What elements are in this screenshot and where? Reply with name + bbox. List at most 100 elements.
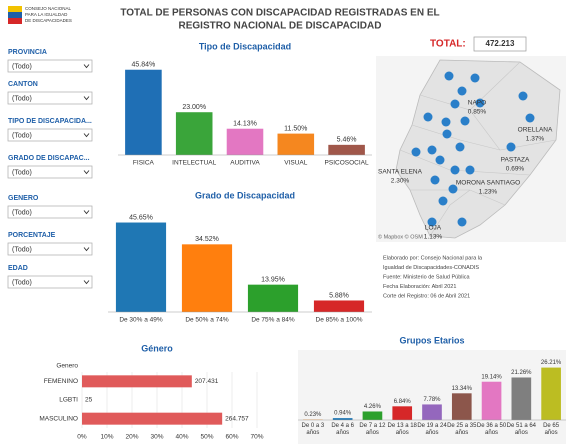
x-tick-label: De 75% a 84% <box>251 317 295 324</box>
map-label-value: 1.23% <box>479 189 498 196</box>
data-label: 6.84% <box>394 399 412 405</box>
x-tick-label: 30% <box>150 434 163 441</box>
x-tick-label: De 7 a 12 años <box>359 423 386 436</box>
bar <box>125 69 162 155</box>
bar <box>82 375 192 388</box>
x-tick-label: De 50% a 74% <box>185 317 229 324</box>
map-country <box>395 59 561 239</box>
map-label-value: 2.30% <box>391 178 410 185</box>
data-label: 207.431 <box>195 378 219 385</box>
filter-value: (Todo) <box>12 169 32 176</box>
x-tick-label: De 30% a 49% <box>119 317 163 324</box>
data-label: 45.65% <box>129 214 153 221</box>
filter-label: PROVINCIA <box>8 49 47 56</box>
data-label: 45.84% <box>132 62 156 69</box>
filter-value: (Todo) <box>12 279 32 286</box>
filter-dropdown[interactable] <box>7 91 93 105</box>
map-label-value: 0.69% <box>506 166 525 173</box>
filter-dropdown[interactable] <box>7 59 93 73</box>
bar <box>226 128 264 155</box>
bar <box>451 393 472 420</box>
note-line: Igualdad de Discapacidades-CONADIS <box>383 265 479 271</box>
map-label-value: 1.37% <box>526 136 545 143</box>
category-header: Genero <box>56 363 78 370</box>
logo <box>8 12 22 18</box>
bar <box>115 222 167 312</box>
map-label: PASTAZA <box>501 157 530 164</box>
data-label: 26.21% <box>541 360 562 366</box>
bar <box>175 112 213 155</box>
dropdown-arrow <box>83 170 90 175</box>
x-tick-label: AUDITIVA <box>230 160 260 167</box>
map-attribution: © Mapbox © OSM <box>378 233 423 240</box>
bar <box>481 381 502 420</box>
map-label: ORELLANA <box>518 127 553 134</box>
chart-title: Tipo de Discapacidad <box>199 41 291 51</box>
data-label: 7.78% <box>423 397 441 403</box>
data-label: 0.23% <box>304 412 322 418</box>
filter-dropdown[interactable] <box>7 205 93 219</box>
filter-dropdown[interactable] <box>7 275 93 289</box>
total-label: TOTAL: <box>430 39 466 50</box>
bar <box>332 418 353 420</box>
filter-label: GRADO DE DISCAPAC... <box>8 155 90 162</box>
x-tick-label: 40% <box>175 434 188 441</box>
x-tick-label: FISICA <box>133 160 155 167</box>
bar <box>313 300 365 312</box>
filter-value: (Todo) <box>12 209 32 216</box>
data-label: 14.13% <box>233 121 257 128</box>
x-tick-label: 60% <box>225 434 238 441</box>
filter-label: EDAD <box>8 265 28 272</box>
x-tick-label: 20% <box>125 434 138 441</box>
y-tick-label: MASCULINO <box>39 415 78 422</box>
x-tick-label: 0% <box>77 434 87 441</box>
logo-text: DE DISCAPACIDADES <box>25 18 72 23</box>
filter-dropdown[interactable] <box>7 165 93 179</box>
bar <box>328 144 365 155</box>
filter-value: (Todo) <box>12 95 32 102</box>
data-label: 5.88% <box>329 292 349 299</box>
page-title: TOTAL DE PERSONAS CON DISCAPACIDAD REGIS… <box>120 8 439 19</box>
x-tick-label: De 85% a 100% <box>316 317 363 324</box>
map-label-value: 1.13% <box>424 234 443 241</box>
filter-label: GENERO <box>8 195 39 202</box>
logo-text: CONSEJO NACIONAL <box>25 6 72 11</box>
note-line: Elaborado por: Consejo Nacional para la <box>383 255 483 261</box>
filter-label: TIPO DE DISCAPACIDA... <box>8 118 92 125</box>
dropdown-arrow <box>83 280 90 285</box>
note-line: Fecha Elaboración: Abril 2021 <box>383 284 456 290</box>
data-label: 0.94% <box>334 411 352 417</box>
dropdown-arrow <box>83 64 90 69</box>
total-value: 472.213 <box>486 39 515 48</box>
data-label: 13.95% <box>261 277 285 284</box>
data-label: 11.50% <box>284 125 307 132</box>
x-tick-label: De 0 a 3 años <box>301 423 325 436</box>
dropdown-arrow <box>83 96 90 101</box>
x-tick-label: De 36 a 50 años <box>476 423 507 436</box>
x-tick-label: 50% <box>200 434 213 441</box>
bar <box>181 244 233 312</box>
map-label: SANTA ELENA <box>378 169 423 176</box>
bar <box>392 406 413 420</box>
bar <box>277 133 315 155</box>
filter-dropdown[interactable] <box>7 128 93 142</box>
map-label: NAPO <box>468 100 486 107</box>
map-label-value: 0.85% <box>468 109 487 116</box>
data-label: 19.14% <box>481 374 502 380</box>
chart-title: Grado de Discapacidad <box>195 190 295 200</box>
data-label: 4.26% <box>364 404 382 410</box>
filter-value: (Todo) <box>12 63 32 70</box>
y-tick-label: FEMENINO <box>44 378 78 385</box>
bar <box>541 367 561 420</box>
page-title: REGISTRO NACIONAL DE DISCAPACIDAD <box>179 21 382 32</box>
map-borders <box>399 61 557 237</box>
chart-title: Género <box>141 343 173 353</box>
bar <box>82 412 223 425</box>
note-line: Fuente: Ministerio de Salud Pública <box>383 274 470 280</box>
filter-label: PORCENTAJE <box>8 232 56 239</box>
dropdown-arrow <box>83 210 90 215</box>
filter-dropdown[interactable] <box>7 242 93 256</box>
filter-value: (Todo) <box>12 246 32 253</box>
data-label: 25 <box>85 397 93 404</box>
